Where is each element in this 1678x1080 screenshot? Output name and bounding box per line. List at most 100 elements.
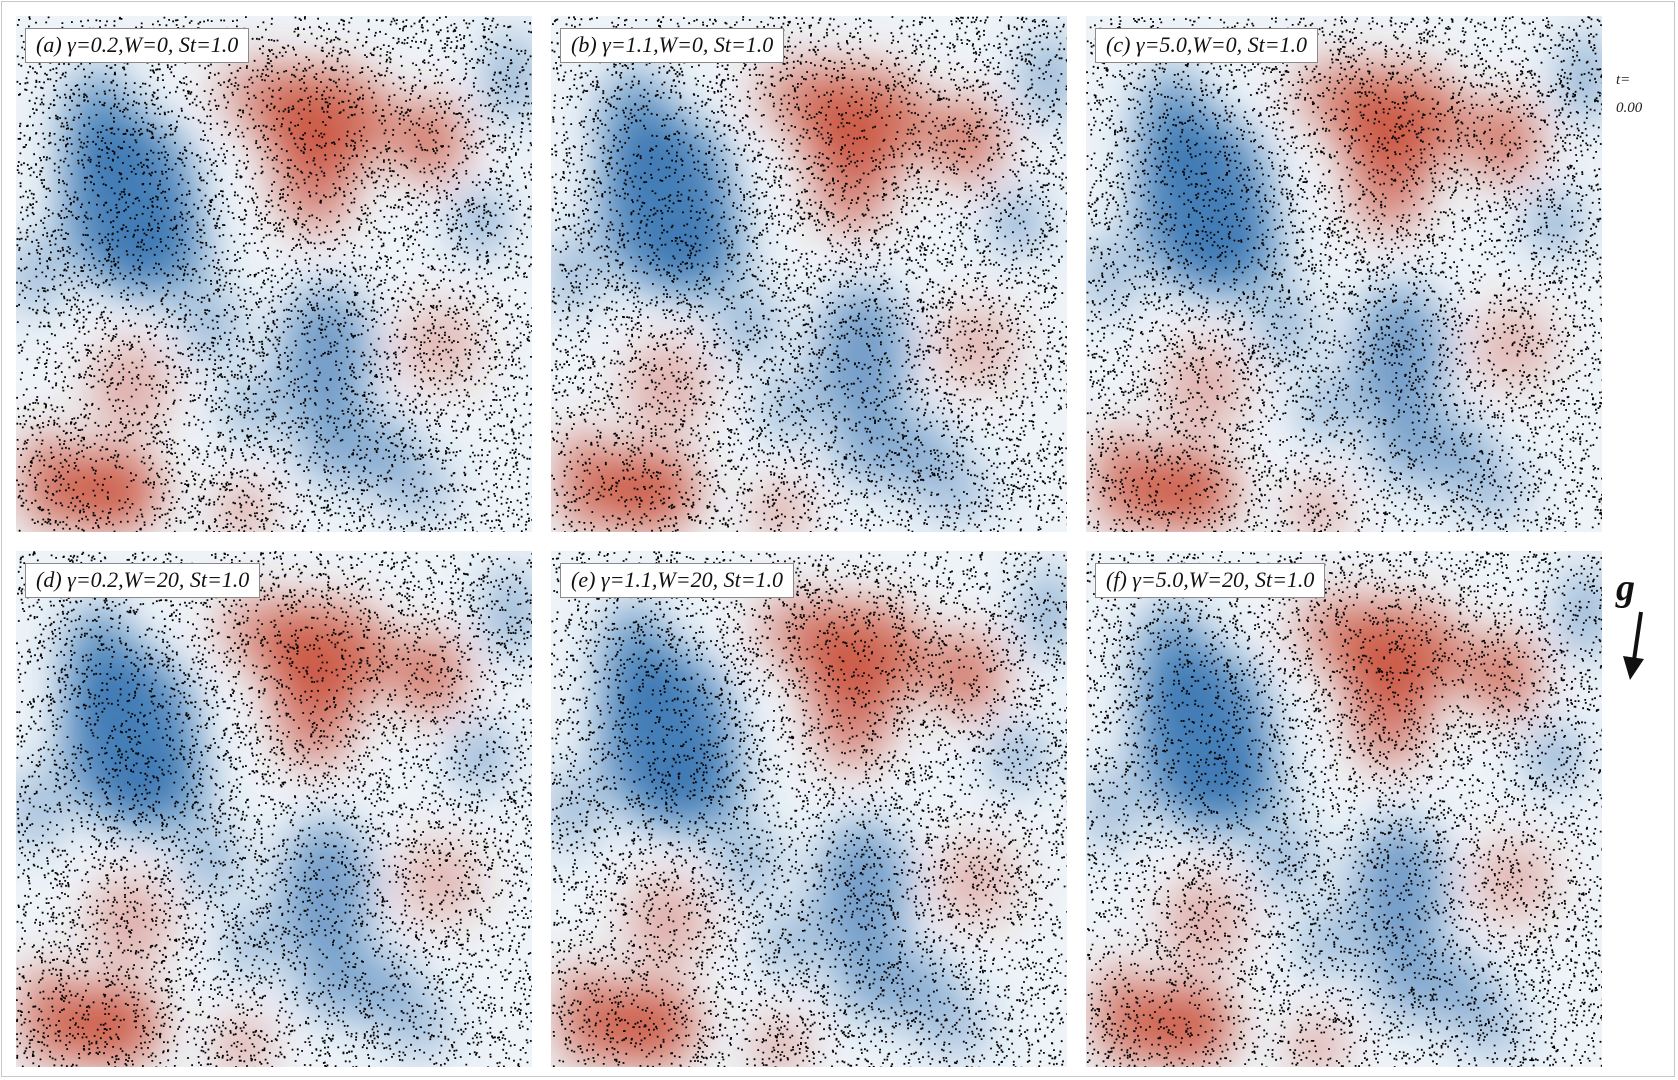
vortex-blob [831, 413, 956, 486]
vortex-blob [551, 767, 600, 851]
field-plot [551, 16, 1067, 532]
vortex-blob [718, 824, 781, 897]
vortex-blob [294, 948, 419, 1021]
vortex-blob [1291, 57, 1385, 130]
vortex-blob [57, 984, 161, 1067]
vortex-blob [625, 876, 708, 969]
vortex-blob [754, 1020, 806, 1067]
vortex-blob [1368, 948, 1493, 1021]
vortex-blob [1291, 592, 1385, 665]
vortex-blob [217, 485, 269, 532]
particle-cloud [16, 551, 532, 1067]
vortex-blob [1353, 819, 1447, 964]
vortex-blob [816, 284, 910, 429]
vortex-blob [1131, 984, 1235, 1067]
vortex-blob [217, 592, 311, 665]
gravity-symbol: g [1616, 567, 1635, 609]
time-prefix: t= [1616, 72, 1631, 88]
vortex-blob [382, 459, 455, 522]
vortex-blob [1296, 377, 1359, 440]
vortex-blob [811, 108, 894, 233]
vortex-blob [1368, 413, 1493, 486]
vortex-blob [1348, 643, 1431, 768]
arrow-down-icon [1623, 611, 1644, 680]
field-plot [16, 16, 532, 532]
field-plot [1086, 16, 1602, 532]
vortex-blob [1291, 1020, 1343, 1067]
vortex-blob [759, 912, 822, 975]
vortex-blob [1471, 304, 1555, 388]
vortex-blob [594, 449, 698, 532]
field-blobs [16, 566, 532, 1067]
particle-cloud [1086, 551, 1602, 1067]
vortex-blob [816, 819, 910, 964]
panel-label: (a) γ=0.2,W=0, St=1.0 [25, 28, 250, 63]
field-plot [1086, 551, 1602, 1067]
vortex-blob [1095, 963, 1147, 1067]
vortex-blob [1348, 108, 1431, 233]
vortex-blob [754, 57, 848, 130]
vortex-blob [16, 767, 63, 851]
vortex-blob [1162, 341, 1245, 434]
vortex-blob [181, 289, 244, 362]
panel-label: (b) γ=1.1,W=0, St=1.0 [560, 28, 785, 63]
vortex-blob [754, 592, 848, 665]
panel-label: (c) γ=5.0,W=0, St=1.0 [1095, 28, 1319, 63]
vortex-blob [1162, 876, 1245, 969]
vortex-blob [294, 413, 419, 486]
time-value: 0.00 [1616, 100, 1643, 116]
vortex-blob [397, 304, 481, 388]
vortex-blob [558, 428, 610, 532]
vortex-blob [21, 428, 73, 532]
vortex-blob [217, 57, 311, 130]
vortex-blob [392, 98, 465, 182]
time-label: t= 0.00 [1616, 66, 1642, 122]
vortex-blob [754, 485, 806, 532]
vortex-blob [1136, 602, 1209, 727]
vortex-blob [485, 566, 532, 660]
vortex-blob [62, 67, 135, 192]
vortex-blob [392, 633, 465, 717]
vortex-blob [718, 289, 781, 362]
vortex-blob [1086, 232, 1137, 316]
field-plot [16, 551, 532, 1067]
vortex-blob [1466, 633, 1540, 717]
vortex-blob [1471, 839, 1555, 923]
vortex-blob [108, 741, 213, 835]
vortex-blob [831, 948, 956, 1021]
panel-a: (a) γ=0.2,W=0, St=1.0 [16, 16, 532, 532]
vortex-blob [279, 819, 373, 964]
panel-label: (e) γ=1.1,W=20, St=1.0 [560, 563, 795, 598]
vortex-blob [929, 98, 1002, 182]
vortex-blob [929, 633, 1002, 717]
vortex-blob [991, 726, 1044, 789]
vortex-blob [1466, 98, 1540, 182]
vortex-blob [811, 643, 894, 768]
vortex-blob [1086, 767, 1137, 851]
vortex-blob [1255, 824, 1318, 897]
vortex-blob [551, 232, 600, 316]
vortex-blob [645, 741, 750, 835]
vortex-blob [57, 449, 161, 532]
panel-f: (f) γ=5.0,W=20, St=1.0 [1086, 551, 1602, 1067]
vortex-blob [62, 602, 135, 727]
particle-cloud [551, 16, 1067, 532]
vortex-blob [1296, 912, 1359, 975]
vortex-blob [934, 839, 1018, 923]
vortex-blob [625, 341, 708, 434]
particle-cloud [1086, 16, 1602, 532]
vortex-blob [1528, 191, 1581, 254]
vortex-blob [88, 876, 171, 969]
vortex-blob [1022, 566, 1067, 660]
vortex-blob [991, 191, 1044, 254]
vortex-blob [759, 377, 822, 440]
vortex-blob [1528, 726, 1581, 789]
panel-d: (d) γ=0.2,W=20, St=1.0 [16, 551, 532, 1067]
vortex-blob [454, 191, 507, 254]
vortex-blob [1255, 289, 1318, 362]
vortex-blob [279, 284, 373, 429]
panel-b: (b) γ=1.1,W=0, St=1.0 [551, 16, 1067, 532]
vortex-blob [599, 67, 672, 192]
vortex-blob [108, 206, 213, 300]
vortex-blob [599, 602, 672, 727]
